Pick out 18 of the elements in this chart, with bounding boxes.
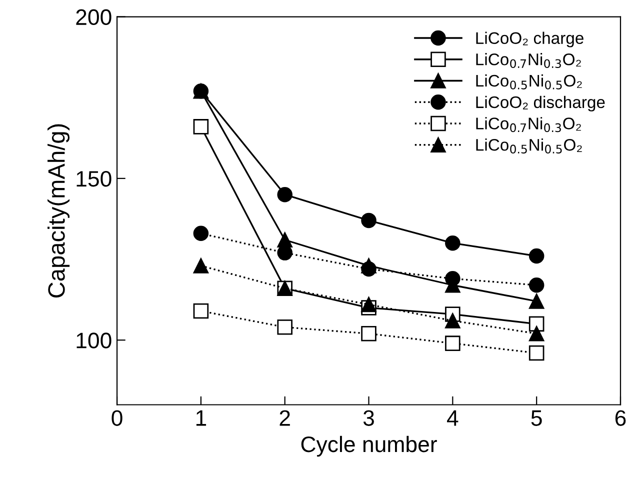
x-tick-label: 0 xyxy=(112,410,122,426)
x-tick-label: 2 xyxy=(280,410,290,426)
x-tick-label: 3 xyxy=(363,410,374,426)
legend-label: LiCo$_{0.7}$Ni$_{0.3}$O₂ xyxy=(476,53,581,68)
x-tick-label: 6 xyxy=(615,410,626,426)
legend-label: LiCoO₂ discharge xyxy=(476,96,605,112)
legend-label: LiCo$_{0.5}$Ni$_{0.5}$O₂ xyxy=(476,138,582,154)
x-axis-title: Cycle number xyxy=(301,436,437,457)
x-tick-label: 5 xyxy=(531,410,542,426)
x-tick-label: 4 xyxy=(447,410,458,426)
y-tick-label: 150 xyxy=(76,170,112,187)
x-tick-label: 1 xyxy=(196,410,206,426)
y-tick-label: 200 xyxy=(76,9,112,26)
legend-label: LiCo$_{0.7}$Ni$_{0.3}$O₂ xyxy=(476,117,581,132)
legend-label: LiCo$_{0.5}$Ni$_{0.5}$O₂ xyxy=(476,74,582,90)
y-axis-title: Capacity(mAh/g) xyxy=(48,124,70,298)
legend-label: LiCoO₂ charge xyxy=(476,32,584,48)
y-tick-label: 100 xyxy=(76,332,112,348)
